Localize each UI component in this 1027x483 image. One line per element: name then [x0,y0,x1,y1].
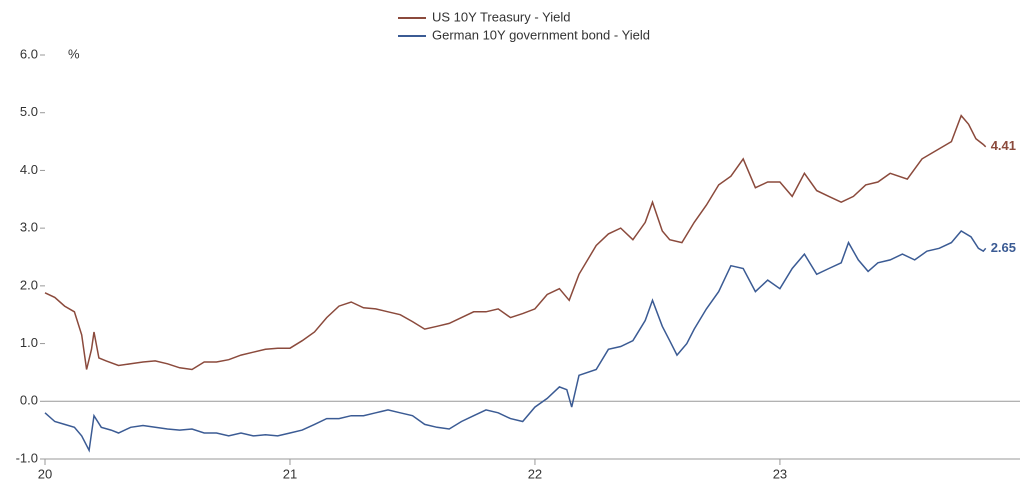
x-tick-label: 21 [283,466,297,481]
end-label: 4.41 [991,138,1016,153]
y-tick-label: 5.0 [20,104,38,119]
series-line [44,114,987,371]
legend-label: US 10Y Treasury - Yield [432,9,571,24]
y-tick-label: 3.0 [20,220,38,235]
x-tick-label: 22 [528,466,542,481]
y-tick-label: 1.0 [20,335,38,350]
x-tick-label: 23 [773,466,787,481]
y-unit: % [68,46,80,61]
y-tick-label: -1.0 [16,450,38,465]
y-tick-label: 6.0 [20,46,38,61]
end-label: 2.65 [991,240,1016,255]
y-tick-label: 2.0 [20,277,38,292]
series-line [44,230,987,453]
y-tick-label: 0.0 [20,393,38,408]
y-tick-label: 4.0 [20,162,38,177]
x-tick-label: 20 [38,466,52,481]
legend-label: German 10Y government bond - Yield [432,27,650,42]
